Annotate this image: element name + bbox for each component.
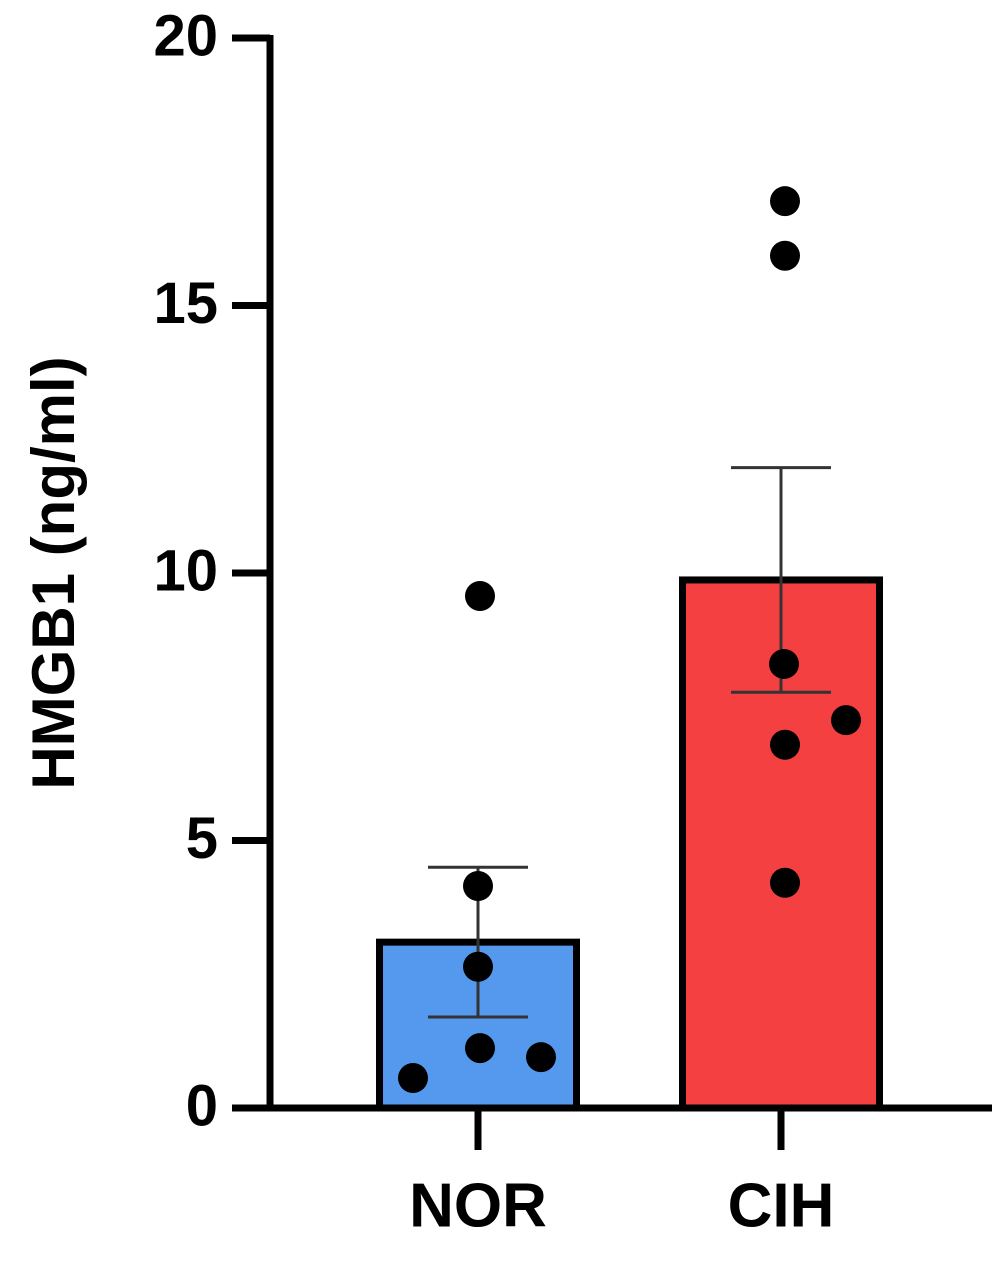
- data-point: [770, 186, 800, 217]
- data-point: [770, 240, 800, 271]
- y-tick-label: 0: [186, 1073, 218, 1138]
- data-point: [770, 867, 800, 898]
- x-tick-label: CIH: [728, 1171, 835, 1240]
- data-point: [831, 705, 861, 736]
- data-point: [465, 581, 495, 612]
- y-tick-label: 10: [153, 538, 218, 603]
- x-tick-label: NOR: [409, 1171, 547, 1240]
- data-point: [398, 1063, 428, 1094]
- y-tick-label: 15: [153, 271, 218, 336]
- data-point: [770, 729, 800, 760]
- data-point: [465, 1033, 495, 1064]
- data-point: [463, 870, 493, 901]
- data-point: [526, 1042, 556, 1073]
- y-tick-label: 20: [153, 3, 218, 68]
- y-axis-label: HMGB1 (ng/ml): [20, 356, 87, 789]
- y-tick-label: 5: [186, 806, 218, 871]
- data-point: [769, 648, 799, 679]
- data-point: [463, 951, 493, 982]
